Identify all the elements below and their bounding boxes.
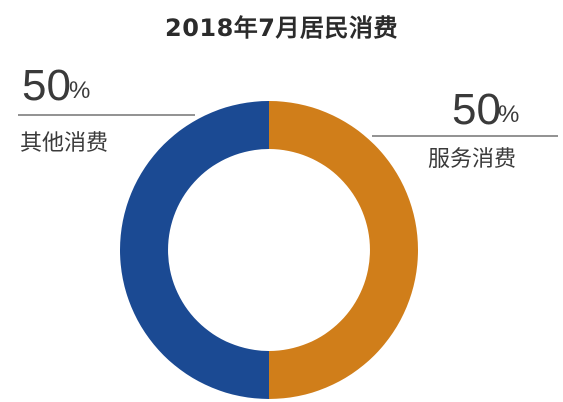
chart-title: 2018年7月居民消费 [165,14,398,42]
value-label-1: 50 [22,61,71,110]
percent-sign-0: % [498,101,519,128]
value-label-0: 50 [452,85,501,134]
slice-0 [269,101,418,399]
slices-group [120,101,418,399]
labels-group: 50% 服务消费 50% 其他消费 [20,61,519,172]
slice-1 [120,101,269,399]
percent-sign-1: % [69,77,90,104]
category-label-0: 服务消费 [428,147,516,172]
leader-lines [18,114,558,137]
category-label-1: 其他消费 [20,131,108,156]
